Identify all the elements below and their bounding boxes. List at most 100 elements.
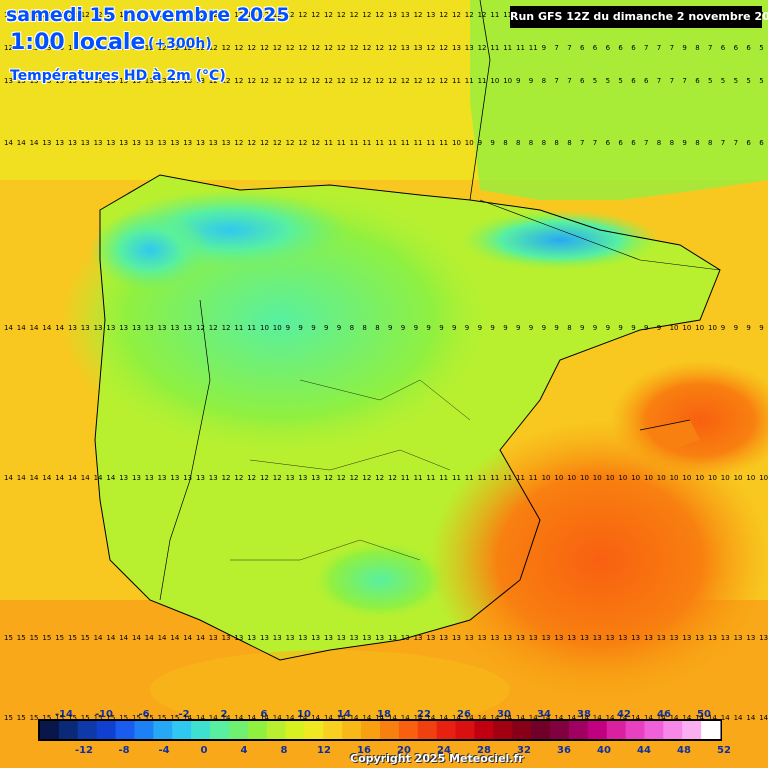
grid-value: 13 <box>145 474 154 482</box>
grid-value: 12 <box>414 77 423 85</box>
grid-value: 14 <box>426 714 435 722</box>
grid-value: 14 <box>516 714 525 722</box>
grid-value: 13 <box>145 77 154 85</box>
grid-value: 15 <box>30 714 39 722</box>
grid-value: 13 <box>132 77 141 85</box>
grid-value: 13 <box>695 634 704 642</box>
grid-value: 10 <box>708 474 717 482</box>
grid-value: 14 <box>170 634 179 642</box>
grid-value: 7 <box>580 139 584 147</box>
grid-value: 9 <box>618 324 622 332</box>
grid-value: 15 <box>4 634 13 642</box>
grid-value: 12 <box>311 77 320 85</box>
grid-value: 12 <box>260 44 269 52</box>
grid-value: 12 <box>222 324 231 332</box>
grid-value: 7 <box>644 139 648 147</box>
grid-value: 11 <box>426 139 435 147</box>
legend-swatch <box>247 721 268 739</box>
grid-value: 13 <box>516 634 525 642</box>
grid-value: 9 <box>439 324 443 332</box>
grid-value: 13 <box>132 474 141 482</box>
grid-value: 9 <box>657 324 661 332</box>
grid-value: 13 <box>222 634 231 642</box>
grid-value: 13 <box>362 634 371 642</box>
grid-value: 13 <box>644 634 653 642</box>
forecast-time: 1:00 locale <box>10 30 146 55</box>
grid-value: 14 <box>644 714 653 722</box>
legend-upper-label: 14 <box>337 709 351 720</box>
grid-value: 14 <box>311 714 320 722</box>
legend-lower-label: 0 <box>201 745 208 756</box>
grid-value: 10 <box>708 324 717 332</box>
grid-value: 14 <box>17 474 26 482</box>
grid-value: 12 <box>158 11 167 19</box>
grid-value: 12 <box>247 77 256 85</box>
grid-value: 12 <box>426 44 435 52</box>
legend-lower-label: 8 <box>281 745 288 756</box>
grid-value: 10 <box>606 474 615 482</box>
grid-value: 10 <box>503 77 512 85</box>
grid-value: 13 <box>170 139 179 147</box>
legend-upper-label: -10 <box>95 709 113 720</box>
grid-value: 12 <box>222 44 231 52</box>
grid-value: 9 <box>721 324 725 332</box>
grid-value: 9 <box>298 324 302 332</box>
grid-value: 12 <box>324 474 333 482</box>
grid-value: 9 <box>286 324 290 332</box>
grid-value: 14 <box>106 474 115 482</box>
grid-value: 9 <box>542 324 546 332</box>
grid-value: 12 <box>209 77 218 85</box>
grid-value: 12 <box>132 11 141 19</box>
legend-upper-label: 30 <box>497 709 511 720</box>
grid-value: 7 <box>567 77 571 85</box>
grid-value: 13 <box>273 634 282 642</box>
grid-value: 12 <box>452 11 461 19</box>
grid-value: 9 <box>554 324 558 332</box>
grid-value: 9 <box>490 324 494 332</box>
grid-value: 6 <box>593 44 598 52</box>
grid-value: 9 <box>542 44 546 52</box>
grid-value: 8 <box>542 77 546 85</box>
legend-upper-label: 10 <box>297 709 311 720</box>
grid-value: 12 <box>388 77 397 85</box>
grid-value: 7 <box>657 44 661 52</box>
grid-value: 12 <box>234 474 243 482</box>
grid-value: 10 <box>452 139 461 147</box>
legend-lower-label: 44 <box>637 745 651 756</box>
legend-lower-label: 28 <box>477 745 491 756</box>
grid-value: 13 <box>682 634 691 642</box>
grid-value: 10 <box>260 324 269 332</box>
grid-value: 13 <box>119 77 128 85</box>
grid-value: 13 <box>94 77 103 85</box>
grid-value: 11 <box>414 474 423 482</box>
grid-value: 5 <box>746 77 750 85</box>
grid-value: 9 <box>516 324 520 332</box>
grid-value: 14 <box>158 634 167 642</box>
grid-value: 14 <box>119 634 128 642</box>
legend-swatch <box>625 721 645 739</box>
grid-value: 11 <box>247 324 256 332</box>
grid-value: 12 <box>478 11 487 19</box>
grid-value: 7 <box>567 44 571 52</box>
grid-value: 14 <box>708 714 717 722</box>
grid-value: 13 <box>68 139 77 147</box>
legend-upper-label: 6 <box>261 709 268 720</box>
grid-value: 12 <box>42 11 51 19</box>
grid-value: 12 <box>234 139 243 147</box>
parameter-label: Températures HD à 2m (°C) <box>10 68 226 84</box>
grid-value: 13 <box>401 634 410 642</box>
grid-value: 14 <box>286 714 295 722</box>
grid-value: 13 <box>132 44 141 52</box>
legend-lower-label: -12 <box>75 745 93 756</box>
legend-lower-label: 20 <box>397 745 411 756</box>
grid-value: 9 <box>644 324 648 332</box>
grid-value: 12 <box>401 77 410 85</box>
grid-value: 13 <box>94 139 103 147</box>
grid-value: 12 <box>298 77 307 85</box>
grid-value: 12 <box>68 11 77 19</box>
grid-value: 13 <box>350 634 359 642</box>
legend-upper-label: 50 <box>697 709 711 720</box>
grid-value: 13 <box>170 324 179 332</box>
grid-value: 12 <box>324 44 333 52</box>
